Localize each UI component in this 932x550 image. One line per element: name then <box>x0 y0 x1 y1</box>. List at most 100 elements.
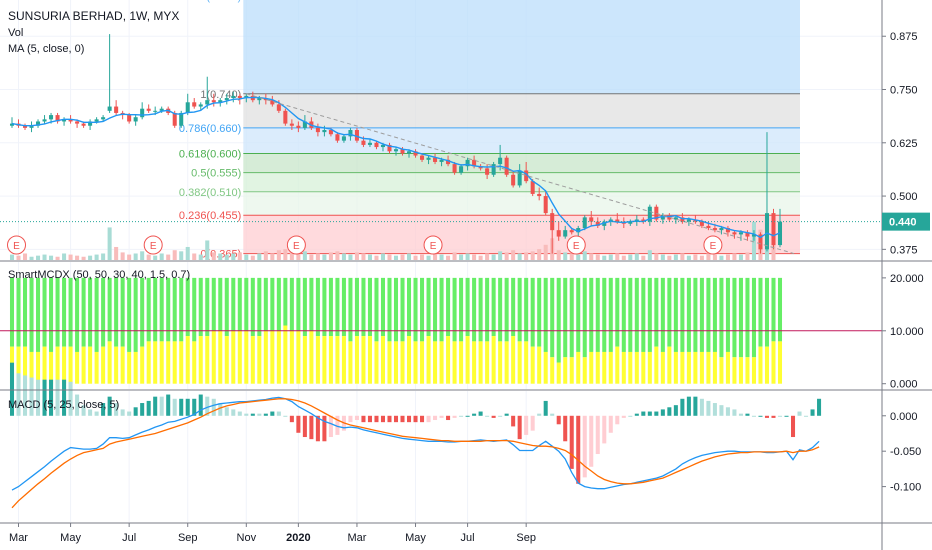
smart-yellow-bar <box>68 346 73 384</box>
macd-histogram-bar <box>810 409 815 416</box>
macd-histogram-bar <box>628 415 633 417</box>
smart-green-bar <box>446 277 451 337</box>
macd-histogram-bar <box>283 415 288 417</box>
volume-bar <box>439 254 444 260</box>
macd-histogram-bar <box>361 415 366 423</box>
volume-bar <box>88 255 93 260</box>
macd-histogram-bar <box>133 407 138 416</box>
candle-body <box>485 168 490 175</box>
candle-body <box>348 130 353 137</box>
volume-bar <box>237 252 242 260</box>
macd-histogram-bar <box>244 413 249 416</box>
smart-yellow-bar <box>563 357 568 384</box>
signal-line <box>11 398 820 509</box>
volume-bar <box>615 253 620 260</box>
macd-histogram-bar <box>107 396 112 416</box>
volume-bar <box>257 253 262 260</box>
macd-histogram-bar <box>556 415 561 425</box>
volume-bar <box>413 255 418 260</box>
fib-zone <box>243 153 801 173</box>
time-tick-label: Sep <box>178 532 198 544</box>
smart-yellow-bar <box>491 336 496 384</box>
smart-green-bar <box>127 277 132 352</box>
macd-histogram-bar <box>530 415 535 431</box>
smart-green-bar <box>263 277 268 331</box>
macd-histogram-bar <box>127 411 132 416</box>
smart-green-bar <box>393 277 399 342</box>
macd-histogram-bar <box>198 394 203 416</box>
smart-yellow-bar <box>478 341 483 384</box>
volume-bar <box>244 254 249 260</box>
smart-yellow-bar <box>283 325 288 384</box>
candle-body <box>751 234 756 237</box>
volume-bar <box>491 254 496 260</box>
smart-yellow-bar <box>120 346 125 384</box>
macd-histogram-bar <box>146 400 151 416</box>
smart-green-bar <box>719 277 724 358</box>
candle-body <box>62 119 67 122</box>
volume-bar <box>179 251 184 260</box>
candle-body <box>628 221 633 224</box>
volume-bar <box>55 256 60 260</box>
candle-body <box>153 110 158 112</box>
smart-yellow-bar <box>296 330 301 384</box>
smart-yellow-bar <box>335 336 340 384</box>
earnings-marker <box>423 235 443 255</box>
candle-body <box>732 232 737 235</box>
smart-yellow-bar <box>101 346 106 384</box>
time-tick-label: 2020 <box>286 532 310 544</box>
smart-yellow-bar <box>179 341 184 384</box>
macd-histogram-bar <box>322 415 327 442</box>
time-tick-label: Mar <box>9 532 28 544</box>
candle-body <box>641 219 646 222</box>
volume-bar <box>153 255 158 260</box>
macd-histogram-bar <box>478 411 483 416</box>
earnings-marker-label: E <box>293 241 300 252</box>
volume-bar <box>224 254 229 260</box>
volume-bar <box>667 255 672 260</box>
smart-green-bar <box>205 277 210 337</box>
macd-histogram-bar <box>738 413 743 416</box>
smart-yellow-bar <box>576 351 581 384</box>
macd-histogram-bar <box>511 415 516 427</box>
macd-histogram-bar <box>140 403 145 416</box>
smartmcdx-indicator-label: SmartMCDX (50, 50, 30, 40, 1.5, 0.7) <box>8 269 191 281</box>
smart-green-bar <box>81 277 86 347</box>
smart-green-bar <box>485 277 490 342</box>
smart-green-bar <box>498 277 503 342</box>
volume-bar <box>185 246 190 260</box>
smart-yellow-bar <box>660 351 665 384</box>
fib-level-label: 1.618(0.970) <box>179 0 241 3</box>
macd-histogram-bar <box>315 415 320 442</box>
candle-body <box>257 98 262 101</box>
macd-histogram-bar <box>615 415 620 425</box>
smart-green-bar <box>172 277 177 342</box>
macd-histogram-bar <box>452 415 457 418</box>
candle-body <box>712 228 717 231</box>
fib-level-label: 0.618(0.600) <box>179 148 241 160</box>
macd-histogram-bar <box>491 415 496 418</box>
candle-body <box>114 106 119 113</box>
macd-histogram-bar <box>602 415 607 444</box>
smart-green-bar <box>686 277 691 352</box>
smart-yellow-bar <box>88 346 93 384</box>
smart-green-bar <box>211 277 216 331</box>
smart-yellow-bar <box>420 341 425 384</box>
smart-green-bar <box>641 277 646 352</box>
volume-bar <box>309 254 314 260</box>
macd-histogram-bar <box>192 398 197 416</box>
smart-yellow-bar <box>602 351 607 384</box>
candle-body <box>719 228 724 231</box>
volume-bar <box>478 255 483 260</box>
candle-body <box>725 228 730 233</box>
smart-green-bar <box>777 277 783 342</box>
smart-yellow-bar <box>237 330 242 384</box>
volume-bar <box>719 255 724 260</box>
volume-bar <box>354 252 359 260</box>
macd-histogram-bar <box>257 413 262 416</box>
volume-bar <box>472 254 477 260</box>
candle-body <box>231 95 236 99</box>
smart-yellow-bar <box>732 357 737 384</box>
candle-body <box>400 149 405 154</box>
